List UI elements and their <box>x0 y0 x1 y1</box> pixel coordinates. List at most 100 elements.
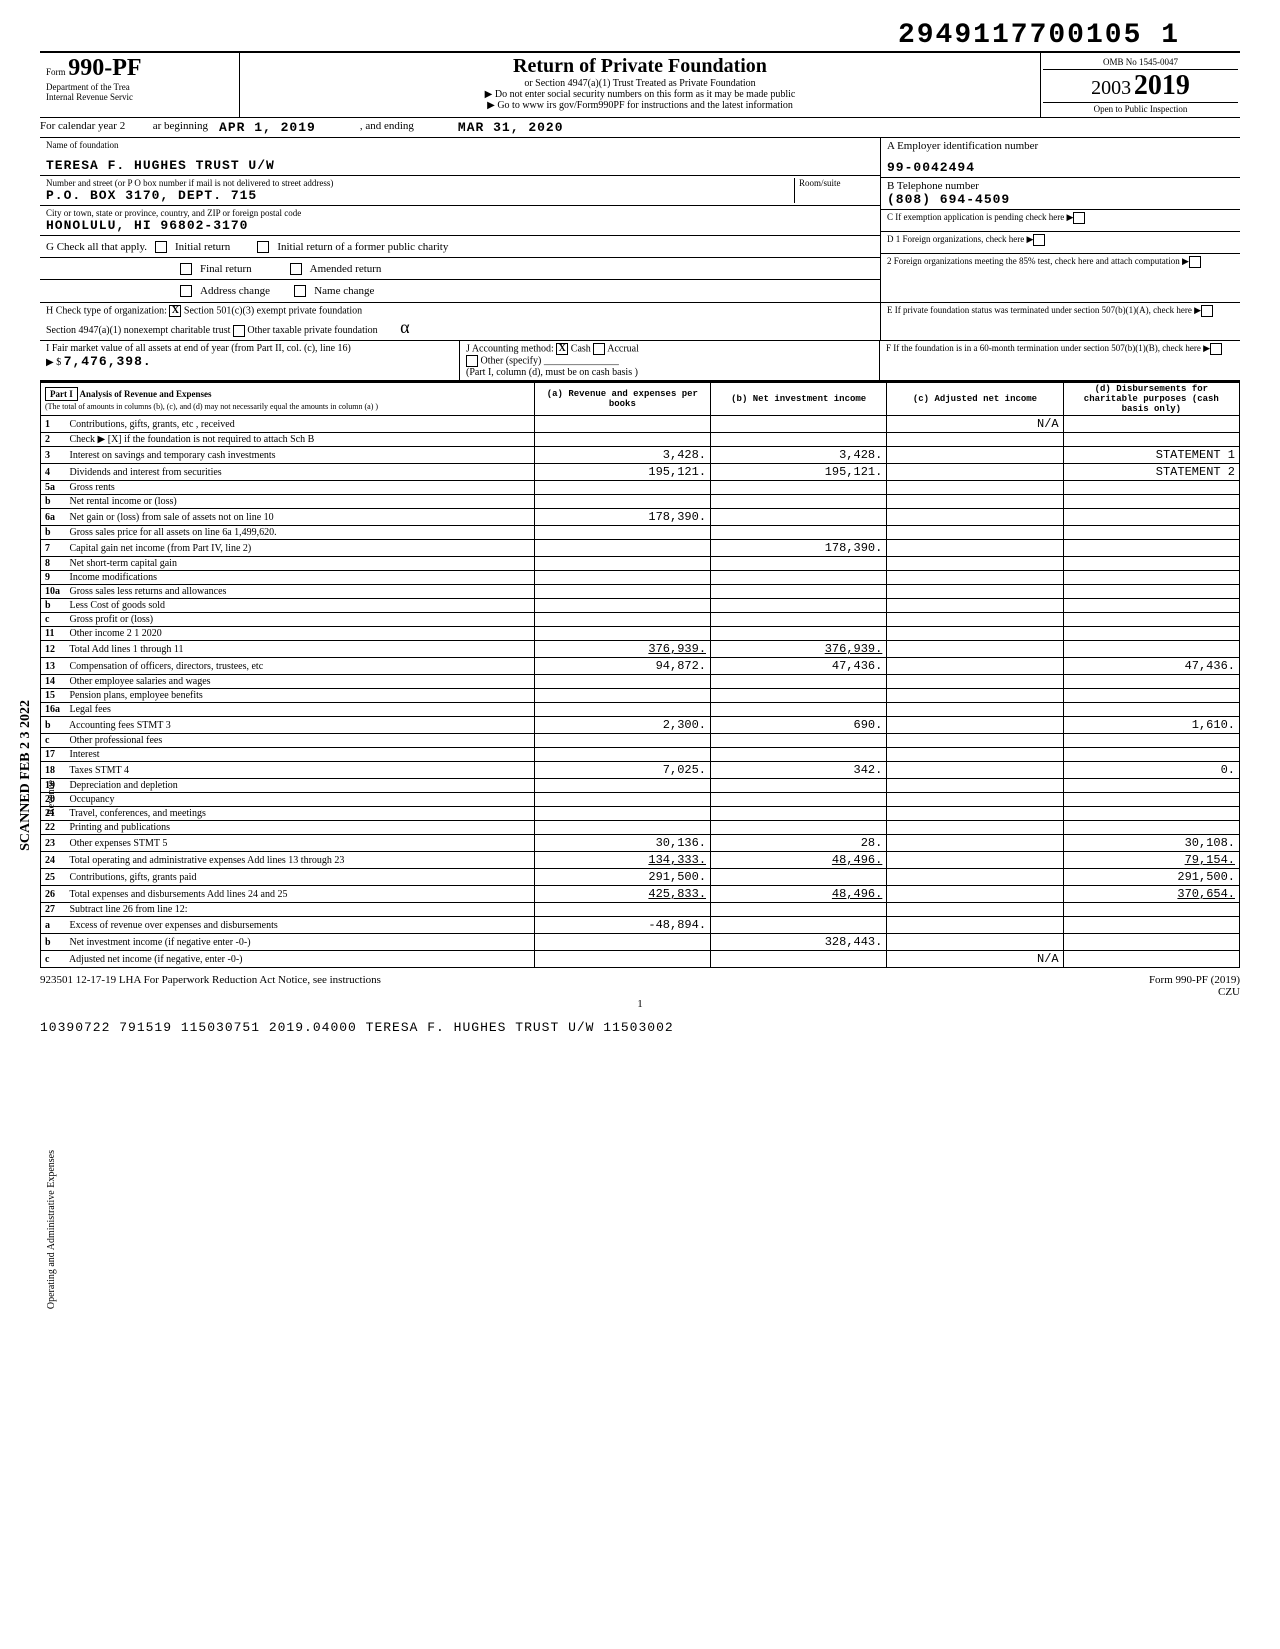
j-cash: Cash <box>571 343 591 354</box>
table-row: 27 Subtract line 26 from line 12: <box>41 903 1240 917</box>
expenses-label: Operating and Administrative Expenses <box>46 1150 57 1309</box>
room-label: Room/suite <box>799 178 874 188</box>
table-row: b Net investment income (if negative ent… <box>41 934 1240 951</box>
cal-begin: APR 1, 2019 <box>219 120 316 135</box>
title-sub3: ▶ Go to www irs gov/Form990PF for instru… <box>250 100 1030 111</box>
f-label: F If the foundation is in a 60-month ter… <box>886 343 1201 353</box>
chk-e[interactable] <box>1201 305 1213 317</box>
cal-end: MAR 31, 2020 <box>458 120 564 135</box>
table-row: 17 Interest <box>41 748 1240 762</box>
chk-former[interactable] <box>257 241 269 253</box>
table-row: 19 Depreciation and depletion <box>41 779 1240 793</box>
title-main: Return of Private Foundation <box>250 55 1030 78</box>
g-o6: Name change <box>314 285 374 297</box>
g-o4: Initial return of a former public charit… <box>277 241 448 253</box>
h-o3: Other taxable private foundation <box>247 325 377 336</box>
dept-label: Department of the Trea <box>46 82 233 92</box>
j-note: (Part I, column (d), must be on cash bas… <box>466 367 638 378</box>
table-row: c Adjusted net income (if negative, ente… <box>41 951 1240 968</box>
table-row: 12 Total Add lines 1 through 11376,939.3… <box>41 641 1240 658</box>
e-label: E If private foundation status was termi… <box>887 305 1192 315</box>
addr-label: Number and street (or P O box number if … <box>46 178 794 188</box>
table-row: 1 Contributions, gifts, grants, etc , re… <box>41 416 1240 433</box>
chk-f[interactable] <box>1210 343 1222 355</box>
foundation-name: TERESA F. HUGHES TRUST U/W <box>46 158 874 173</box>
g-label: G Check all that apply. <box>46 241 147 253</box>
chk-other[interactable] <box>466 355 478 367</box>
scanned-stamp: SCANNED FEB 2 3 2022 <box>18 700 34 851</box>
table-row: a Excess of revenue over expenses and di… <box>41 917 1240 934</box>
table-row: b Gross sales price for all assets on li… <box>41 526 1240 540</box>
table-row: c Gross profit or (loss) <box>41 613 1240 627</box>
table-row: 10a Gross sales less returns and allowan… <box>41 585 1240 599</box>
table-row: 21 Travel, conferences, and meetings <box>41 807 1240 821</box>
table-row: 5a Gross rents <box>41 481 1240 495</box>
table-row: 8 Net short-term capital gain <box>41 557 1240 571</box>
title-sub1: or Section 4947(a)(1) Trust Treated as P… <box>250 78 1030 89</box>
form-ref: Form 990-PF (2019) <box>1149 974 1240 986</box>
cal-label-a: For calendar year 2 <box>40 120 125 135</box>
table-row: 26 Total expenses and disbursements Add … <box>41 886 1240 903</box>
table-row: 14 Other employee salaries and wages <box>41 675 1240 689</box>
chk-namechg[interactable] <box>294 285 306 297</box>
foundation-city: HONOLULU, HI 96802-3170 <box>46 218 874 233</box>
table-row: 20 Occupancy <box>41 793 1240 807</box>
chk-d2[interactable] <box>1189 256 1201 268</box>
footer-codes: 10390722 791519 115030751 2019.04000 TER… <box>40 1020 1240 1035</box>
chk-d1[interactable] <box>1033 234 1045 246</box>
title-sub2: ▶ Do not enter social security numbers o… <box>250 89 1030 100</box>
d1-label: D 1 Foreign organizations, check here <box>887 234 1024 244</box>
city-label: City or town, state or province, country… <box>46 208 874 218</box>
foundation-addr: P.O. BOX 3170, DEPT. 715 <box>46 188 794 203</box>
table-row: 6a Net gain or (loss) from sale of asset… <box>41 509 1240 526</box>
table-row: 24 Total operating and administrative ex… <box>41 852 1240 869</box>
d2-label: 2 Foreign organizations meeting the 85% … <box>887 256 1180 266</box>
c-label: C If exemption application is pending ch… <box>887 212 1064 222</box>
table-row: b Net rental income or (loss) <box>41 495 1240 509</box>
j-accrual: Accrual <box>607 343 639 354</box>
page-number: 1 <box>40 998 1240 1010</box>
chk-amended[interactable] <box>290 263 302 275</box>
lha-notice: 923501 12-17-19 LHA For Paperwork Reduct… <box>40 974 381 998</box>
table-row: 18 Taxes STMT 47,025.342.0. <box>41 762 1240 779</box>
chk-accrual[interactable] <box>593 343 605 355</box>
g-o3: Address change <box>200 285 270 297</box>
i-arrow: ▶ $ <box>46 357 61 368</box>
i-value: 7,476,398. <box>64 354 152 369</box>
handwritten-year: 2003 <box>1091 77 1131 99</box>
table-row: 9 Income modifications <box>41 571 1240 585</box>
table-row: 15 Pension plans, employee benefits <box>41 689 1240 703</box>
table-row: 2 Check ▶ [X] if the foundation is not r… <box>41 433 1240 447</box>
j-label: J Accounting method: <box>466 343 554 354</box>
omb-number: OMB No 1545-0047 <box>1043 55 1238 70</box>
tax-year: 2019 <box>1134 70 1190 101</box>
table-row: b Less Cost of goods sold <box>41 599 1240 613</box>
chk-final[interactable] <box>180 263 192 275</box>
irs-label: Internal Revenue Servic <box>46 92 233 102</box>
g-o5: Amended return <box>310 263 382 275</box>
col-b-hdr: (b) Net investment income <box>711 383 887 416</box>
phone: (808) 694-4509 <box>887 192 1234 207</box>
cal-label-ab: ar beginning <box>153 120 208 135</box>
chk-cash[interactable]: X <box>556 343 568 355</box>
chk-4947[interactable] <box>233 325 245 337</box>
table-row: 22 Printing and publications <box>41 821 1240 835</box>
table-row: 13 Compensation of officers, directors, … <box>41 658 1240 675</box>
part1-label: Part I <box>45 387 78 401</box>
g-o2: Final return <box>200 263 252 275</box>
table-row: 7 Capital gain net income (from Part IV,… <box>41 540 1240 557</box>
table-row: 4 Dividends and interest from securities… <box>41 464 1240 481</box>
chk-addrchg[interactable] <box>180 285 192 297</box>
barcode-number: 2949117700105 1 <box>40 20 1240 51</box>
part1-title: Analysis of Revenue and Expenses <box>80 389 212 399</box>
chk-501c3[interactable]: X <box>169 305 181 317</box>
chk-initial[interactable] <box>155 241 167 253</box>
ein-label: A Employer identification number <box>887 140 1234 152</box>
col-c-hdr: (c) Adjusted net income <box>887 383 1063 416</box>
col-a-hdr: (a) Revenue and expenses per books <box>534 383 710 416</box>
ein: 99-0042494 <box>887 160 1234 175</box>
col-d-hdr: (d) Disbursements for charitable purpose… <box>1063 383 1239 416</box>
table-row: b Accounting fees STMT 32,300.690.1,610. <box>41 717 1240 734</box>
revenue-label: Revenue <box>46 780 57 815</box>
chk-c[interactable] <box>1073 212 1085 224</box>
